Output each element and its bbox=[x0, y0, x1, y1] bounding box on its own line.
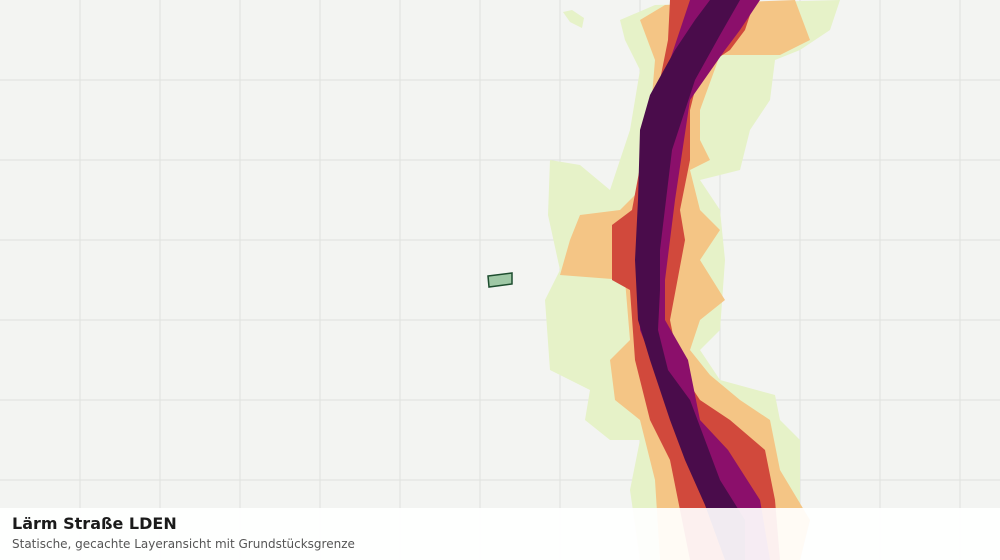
layer-subtitle: Statische, gecachte Layeransicht mit Gru… bbox=[12, 537, 355, 551]
info-panel bbox=[0, 508, 1000, 560]
noise-zone-extreme bbox=[635, 0, 745, 560]
layer-title: Lärm Straße LDEN bbox=[12, 514, 177, 533]
noise-layer bbox=[545, 0, 840, 560]
noise-zone-island bbox=[563, 10, 584, 28]
noise-zone-mid bbox=[560, 0, 810, 560]
parcel-boundary bbox=[487, 272, 513, 288]
